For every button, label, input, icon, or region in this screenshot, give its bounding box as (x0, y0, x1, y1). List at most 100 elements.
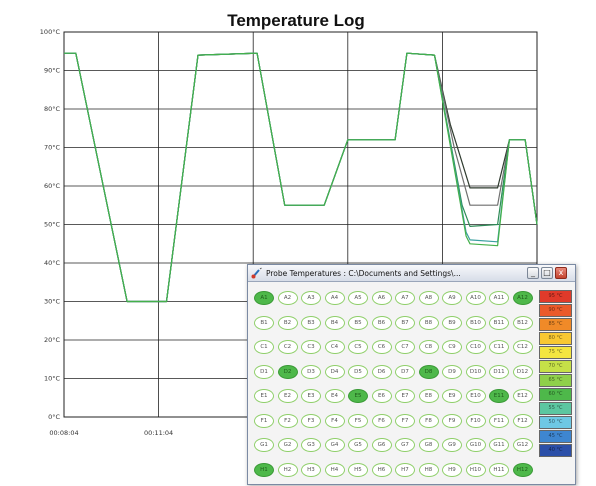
well-d7[interactable]: D7 (395, 364, 415, 379)
well-d10[interactable]: D10 (465, 364, 486, 379)
well-e4[interactable]: E4 (324, 389, 345, 403)
well-a12[interactable]: A12 (512, 291, 533, 305)
well-a1[interactable]: A1 (254, 291, 274, 305)
well-c9[interactable]: C9 (442, 340, 462, 354)
well-c1[interactable]: C1 (254, 340, 274, 354)
well-c2[interactable]: C2 (277, 340, 298, 354)
well-d12[interactable]: D12 (512, 364, 533, 379)
well-a9[interactable]: A9 (442, 291, 462, 305)
well-b8[interactable]: B8 (418, 315, 439, 330)
well-b5[interactable]: B5 (348, 315, 368, 330)
well-c11[interactable]: C11 (489, 340, 509, 354)
well-b3[interactable]: B3 (301, 315, 321, 330)
well-g1[interactable]: G1 (254, 438, 274, 452)
well-e2[interactable]: E2 (277, 389, 298, 403)
well-d2[interactable]: D2 (277, 364, 298, 379)
well-a3[interactable]: A3 (301, 291, 321, 305)
well-d9[interactable]: D9 (442, 364, 462, 379)
well-h12[interactable]: H12 (512, 462, 533, 477)
well-f10[interactable]: F10 (465, 413, 486, 428)
well-h5[interactable]: H5 (348, 462, 368, 477)
well-h4[interactable]: H4 (324, 462, 345, 477)
well-g7[interactable]: G7 (395, 438, 415, 452)
well-a2[interactable]: A2 (277, 291, 298, 305)
well-d3[interactable]: D3 (301, 364, 321, 379)
well-h9[interactable]: H9 (442, 462, 462, 477)
well-e10[interactable]: E10 (465, 389, 486, 403)
maximize-button[interactable]: □ (541, 267, 553, 279)
well-e6[interactable]: E6 (371, 389, 392, 403)
well-e11[interactable]: E11 (489, 389, 509, 403)
well-d11[interactable]: D11 (489, 364, 509, 379)
well-g8[interactable]: G8 (418, 438, 439, 452)
well-f11[interactable]: F11 (489, 413, 509, 428)
well-a7[interactable]: A7 (395, 291, 415, 305)
well-c12[interactable]: C12 (512, 340, 533, 354)
well-f6[interactable]: F6 (371, 413, 392, 428)
well-a8[interactable]: A8 (418, 291, 439, 305)
well-c10[interactable]: C10 (465, 340, 486, 354)
well-a5[interactable]: A5 (348, 291, 368, 305)
well-h1[interactable]: H1 (254, 462, 274, 477)
well-c6[interactable]: C6 (371, 340, 392, 354)
well-f2[interactable]: F2 (277, 413, 298, 428)
well-g11[interactable]: G11 (489, 438, 509, 452)
well-c3[interactable]: C3 (301, 340, 321, 354)
minimize-button[interactable]: _ (527, 267, 539, 279)
well-e1[interactable]: E1 (254, 389, 274, 403)
well-f4[interactable]: F4 (324, 413, 345, 428)
well-e3[interactable]: E3 (301, 389, 321, 403)
well-a6[interactable]: A6 (371, 291, 392, 305)
well-e12[interactable]: E12 (512, 389, 533, 403)
well-h6[interactable]: H6 (371, 462, 392, 477)
well-b1[interactable]: B1 (254, 315, 274, 330)
well-b9[interactable]: B9 (442, 315, 462, 330)
well-f9[interactable]: F9 (442, 413, 462, 428)
well-d8[interactable]: D8 (418, 364, 439, 379)
well-a4[interactable]: A4 (324, 291, 345, 305)
well-b12[interactable]: B12 (512, 315, 533, 330)
well-b6[interactable]: B6 (371, 315, 392, 330)
well-f8[interactable]: F8 (418, 413, 439, 428)
well-f1[interactable]: F1 (254, 413, 274, 428)
well-e8[interactable]: E8 (418, 389, 439, 403)
well-h3[interactable]: H3 (301, 462, 321, 477)
well-f5[interactable]: F5 (348, 413, 368, 428)
well-c8[interactable]: C8 (418, 340, 439, 354)
well-g9[interactable]: G9 (442, 438, 462, 452)
well-d5[interactable]: D5 (348, 364, 368, 379)
close-button[interactable]: x (555, 267, 567, 279)
well-f3[interactable]: F3 (301, 413, 321, 428)
well-g4[interactable]: G4 (324, 438, 345, 452)
well-h10[interactable]: H10 (465, 462, 486, 477)
well-d4[interactable]: D4 (324, 364, 345, 379)
well-b10[interactable]: B10 (465, 315, 486, 330)
well-c4[interactable]: C4 (324, 340, 345, 354)
well-h8[interactable]: H8 (418, 462, 439, 477)
well-e7[interactable]: E7 (395, 389, 415, 403)
well-c7[interactable]: C7 (395, 340, 415, 354)
well-b7[interactable]: B7 (395, 315, 415, 330)
well-a11[interactable]: A11 (489, 291, 509, 305)
well-g10[interactable]: G10 (465, 438, 486, 452)
well-h7[interactable]: H7 (395, 462, 415, 477)
well-g5[interactable]: G5 (348, 438, 368, 452)
well-d1[interactable]: D1 (254, 364, 274, 379)
well-g6[interactable]: G6 (371, 438, 392, 452)
well-h11[interactable]: H11 (489, 462, 509, 477)
well-e9[interactable]: E9 (442, 389, 462, 403)
well-c5[interactable]: C5 (348, 340, 368, 354)
well-e5[interactable]: E5 (348, 389, 368, 403)
well-a10[interactable]: A10 (465, 291, 486, 305)
well-b4[interactable]: B4 (324, 315, 345, 330)
well-h2[interactable]: H2 (277, 462, 298, 477)
well-f12[interactable]: F12 (512, 413, 533, 428)
well-d6[interactable]: D6 (371, 364, 392, 379)
well-f7[interactable]: F7 (395, 413, 415, 428)
probe-window-titlebar[interactable]: Probe Temperatures : C:\Documents and Se… (248, 265, 575, 282)
well-b2[interactable]: B2 (277, 315, 298, 330)
well-g2[interactable]: G2 (277, 438, 298, 452)
well-g3[interactable]: G3 (301, 438, 321, 452)
well-b11[interactable]: B11 (489, 315, 509, 330)
well-g12[interactable]: G12 (512, 438, 533, 452)
